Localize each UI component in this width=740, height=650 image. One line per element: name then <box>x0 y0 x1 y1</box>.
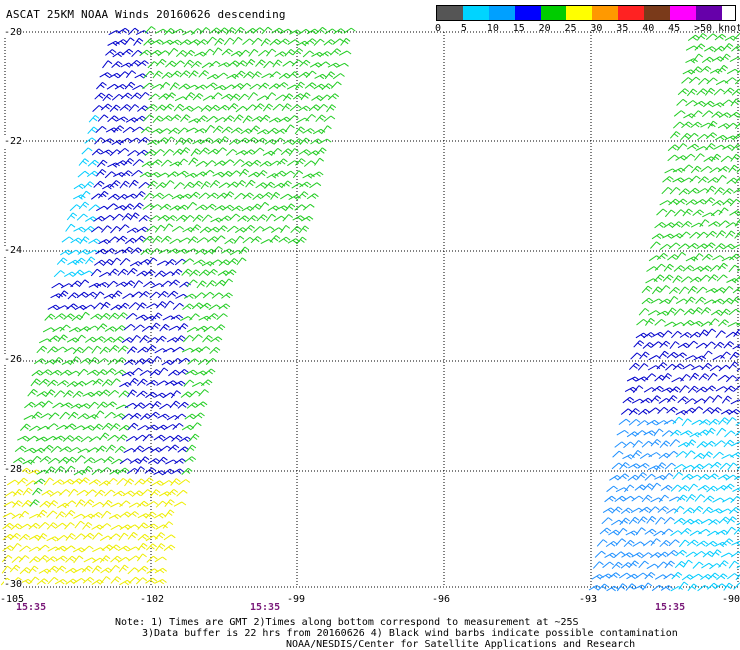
wind-speed-scale: 0 5 10 15 20 25 30 35 40 45 >50 knots <box>435 5 740 34</box>
scale-swatch <box>566 6 593 20</box>
scale-label: 40 <box>642 23 655 34</box>
pass-time-3: 15:35 <box>655 602 686 613</box>
scale-color-bar <box>436 5 736 21</box>
scale-label: >50 knots <box>694 23 740 34</box>
pass-time-2: 15:35 <box>250 602 281 613</box>
lon-label-93: -93 <box>579 594 598 605</box>
scale-swatch <box>670 6 696 20</box>
scale-label: 35 <box>616 23 629 34</box>
lon-label-105: -105 <box>0 594 25 605</box>
scale-swatch <box>695 6 722 20</box>
lat-label-26: -26 <box>4 354 23 365</box>
lat-label-30: -30 <box>4 579 23 590</box>
lon-label-102: -102 <box>140 594 165 605</box>
scale-labels: 0 5 10 15 20 25 30 35 40 45 >50 knots <box>435 21 740 34</box>
scale-swatch <box>437 6 463 20</box>
lon-label-96: -96 <box>432 594 451 605</box>
scale-label: 5 <box>460 23 467 34</box>
scale-label: 20 <box>538 23 551 34</box>
pass-time-1: 15:35 <box>16 602 47 613</box>
scale-swatch <box>462 6 489 20</box>
note-line-2: 3)Data buffer is 22 hrs from 20160626 4)… <box>142 628 678 639</box>
scale-swatch <box>488 6 515 20</box>
scale-swatch <box>644 6 671 20</box>
note-line-3: NOAA/NESDIS/Center for Satellite Applica… <box>286 639 636 650</box>
lon-label-90: -90 <box>722 594 740 605</box>
scale-swatch <box>514 6 541 20</box>
scale-swatch <box>540 6 567 20</box>
east-swath-barbs <box>588 32 740 592</box>
lat-label-20: -20 <box>4 27 23 38</box>
scale-label: 30 <box>590 23 603 34</box>
west-swath-barbs <box>0 26 356 586</box>
scale-label: 15 <box>512 23 525 34</box>
lon-label-99: -99 <box>287 594 306 605</box>
footnotes: Note: 1) Times are GMT 2)Times along bot… <box>115 617 678 650</box>
scale-label: 10 <box>486 23 499 34</box>
lat-label-28: -28 <box>4 464 23 475</box>
scale-swatch <box>618 6 645 20</box>
scale-swatch <box>592 6 619 20</box>
map-title: ASCAT 25KM NOAA Winds 20160626 descendin… <box>6 8 286 21</box>
scale-label: 25 <box>564 23 577 34</box>
scale-label: 0 <box>435 23 442 34</box>
scale-label: 45 <box>668 23 681 34</box>
note-line-1: Note: 1) Times are GMT 2)Times along bot… <box>115 617 579 628</box>
lat-label-24: -24 <box>4 245 23 256</box>
graticule <box>4 31 739 588</box>
lat-label-22: -22 <box>4 136 23 147</box>
